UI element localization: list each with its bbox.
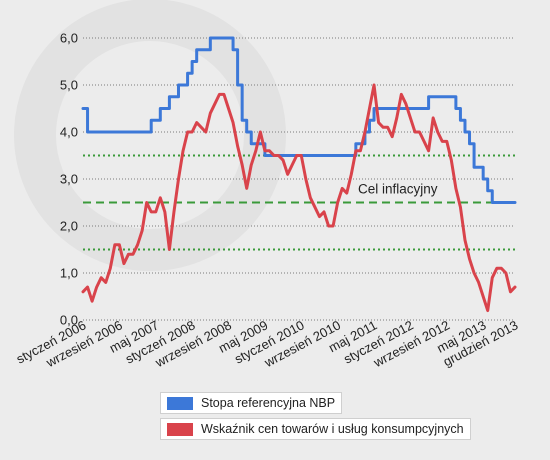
legend-swatch-cpi xyxy=(167,422,193,436)
inflation-target-label: Cel inflacyjny xyxy=(358,182,438,197)
series-line-cpi xyxy=(81,83,517,313)
series-line-reference-rate xyxy=(81,36,517,204)
y-tick-label-3: 3,0 xyxy=(60,172,78,187)
y-tick-label-6: 6,0 xyxy=(60,31,78,46)
y-tick-label-5: 5,0 xyxy=(60,78,78,93)
y-tick-label-0: 0,0 xyxy=(60,313,78,328)
y-tick-label-4: 4,0 xyxy=(60,125,78,140)
legend-label-cpi: Wskaźnik cen towarów i usług konsumpcyjn… xyxy=(201,422,464,436)
y-tick-label-2: 2,0 xyxy=(60,219,78,234)
legend-item-cpi: Wskaźnik cen towarów i usług konsumpcyjn… xyxy=(160,418,471,440)
y-tick-label-1: 1,0 xyxy=(60,266,78,281)
legend-label-reference-rate: Stopa referencyjna NBP xyxy=(201,396,336,410)
legend-swatch-reference-rate xyxy=(167,396,193,410)
legend-item-reference-rate: Stopa referencyjna NBP xyxy=(160,392,343,414)
